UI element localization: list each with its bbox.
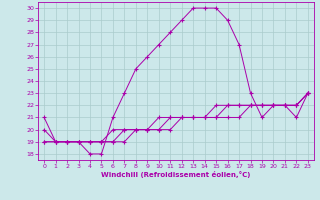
X-axis label: Windchill (Refroidissement éolien,°C): Windchill (Refroidissement éolien,°C) <box>101 171 251 178</box>
